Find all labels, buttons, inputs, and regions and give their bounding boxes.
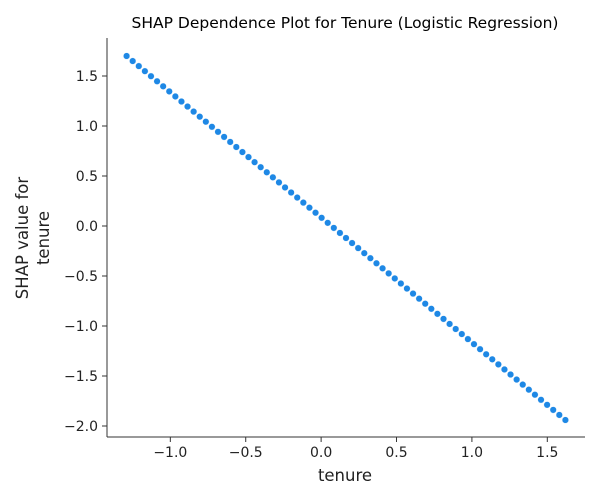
y-tick-label: 1.0 [76,119,98,135]
scatter-point [190,108,198,116]
scatter-point [549,406,557,414]
x-tick-label: −0.5 [229,445,263,461]
scatter-point [123,52,131,60]
scatter-point [287,188,295,196]
scatter-point [555,411,563,419]
scatter-point [482,350,490,358]
scatter-point [330,224,338,232]
scatter-point [488,355,496,363]
scatter-point [251,158,259,166]
scatter-point [202,118,210,126]
y-tick-label: 1.5 [76,69,98,85]
scatter-point [415,295,423,303]
scatter-point [214,128,222,136]
scatter-point [397,280,405,288]
y-tick-label: −1.5 [64,369,98,385]
scatter-point [403,285,411,293]
scatter-point [177,97,185,105]
y-axis-ticks: 1.5 1.0 0.5 0.0 −0.5 −1.0 −1.5 −2.0 [64,69,107,435]
scatter-point [184,103,192,111]
scatter-point [470,340,478,348]
scatter-point [427,305,435,313]
scatter-point [452,325,460,333]
scatter-point [372,259,380,267]
scatter-point [275,178,283,186]
y-axis-label-line-1: SHAP value for [13,177,32,300]
scatter-point [208,123,216,131]
scatter-point [348,239,356,247]
y-tick-label: 0.5 [76,169,98,185]
scatter-point [165,87,173,95]
scatter-point [226,138,234,146]
scatter-point [220,133,228,141]
scatter-point [494,360,502,368]
scatter-point [342,234,350,242]
scatter-point [354,244,362,252]
scatter-point [293,194,301,202]
y-tick-label: −2.0 [64,419,98,435]
x-tick-label: 0.5 [385,445,407,461]
chart-title: SHAP Dependence Plot for Tenure (Logisti… [132,14,559,32]
scatter-point [446,320,454,328]
scatter-point [336,229,344,237]
scatter-point [135,62,143,70]
scatter-point [196,113,204,121]
y-tick-label: 0.0 [76,219,98,235]
scatter-point [458,330,466,338]
x-tick-label: 1.5 [536,445,558,461]
scatter-point [433,310,441,318]
scatter-point [421,300,429,308]
scatter-point [543,401,551,409]
scatter-point [537,396,545,404]
scatter-point [129,57,137,65]
scatter-point [531,391,539,399]
x-axis-ticks: −1.0 −0.5 0.0 0.5 1.0 1.5 [153,437,558,461]
x-tick-label: 1.0 [461,445,483,461]
scatter-point [519,381,527,389]
scatter-point [379,264,387,272]
scatter-point [147,72,155,80]
x-axis-label: tenure [318,466,372,485]
scatter-point [507,371,515,379]
y-axis-label-line-2: tenure [34,211,53,265]
scatter-point [305,204,313,212]
scatter-point [263,168,271,176]
scatter-point [385,269,393,277]
scatter-point [391,274,399,282]
scatter-point [171,92,179,100]
y-axis-label: SHAP value for tenure [13,177,53,300]
scatter-point [238,148,246,156]
scatter-point [464,335,472,343]
scatter-point [409,290,417,298]
scatter-point [318,214,326,222]
scatter-points [123,52,569,424]
scatter-point [440,315,448,323]
scatter-point [281,183,289,191]
scatter-point [269,173,277,181]
scatter-point [257,163,265,171]
scatter-point [525,386,533,394]
scatter-point [360,249,368,257]
x-tick-label: −1.0 [153,445,187,461]
scatter-point [324,219,332,227]
scatter-point [476,345,484,353]
scatter-point [153,77,161,85]
scatter-point [244,153,252,161]
scatter-point [159,82,167,90]
scatter-point [366,254,374,262]
x-tick-label: 0.0 [310,445,332,461]
scatter-point [312,209,320,217]
y-tick-label: −1.0 [64,319,98,335]
scatter-point [232,143,240,151]
scatter-point [299,199,307,207]
scatter-point [141,67,149,75]
y-tick-label: −0.5 [64,269,98,285]
scatter-point [513,376,521,384]
scatter-point [561,416,569,424]
scatter-point [500,365,508,373]
